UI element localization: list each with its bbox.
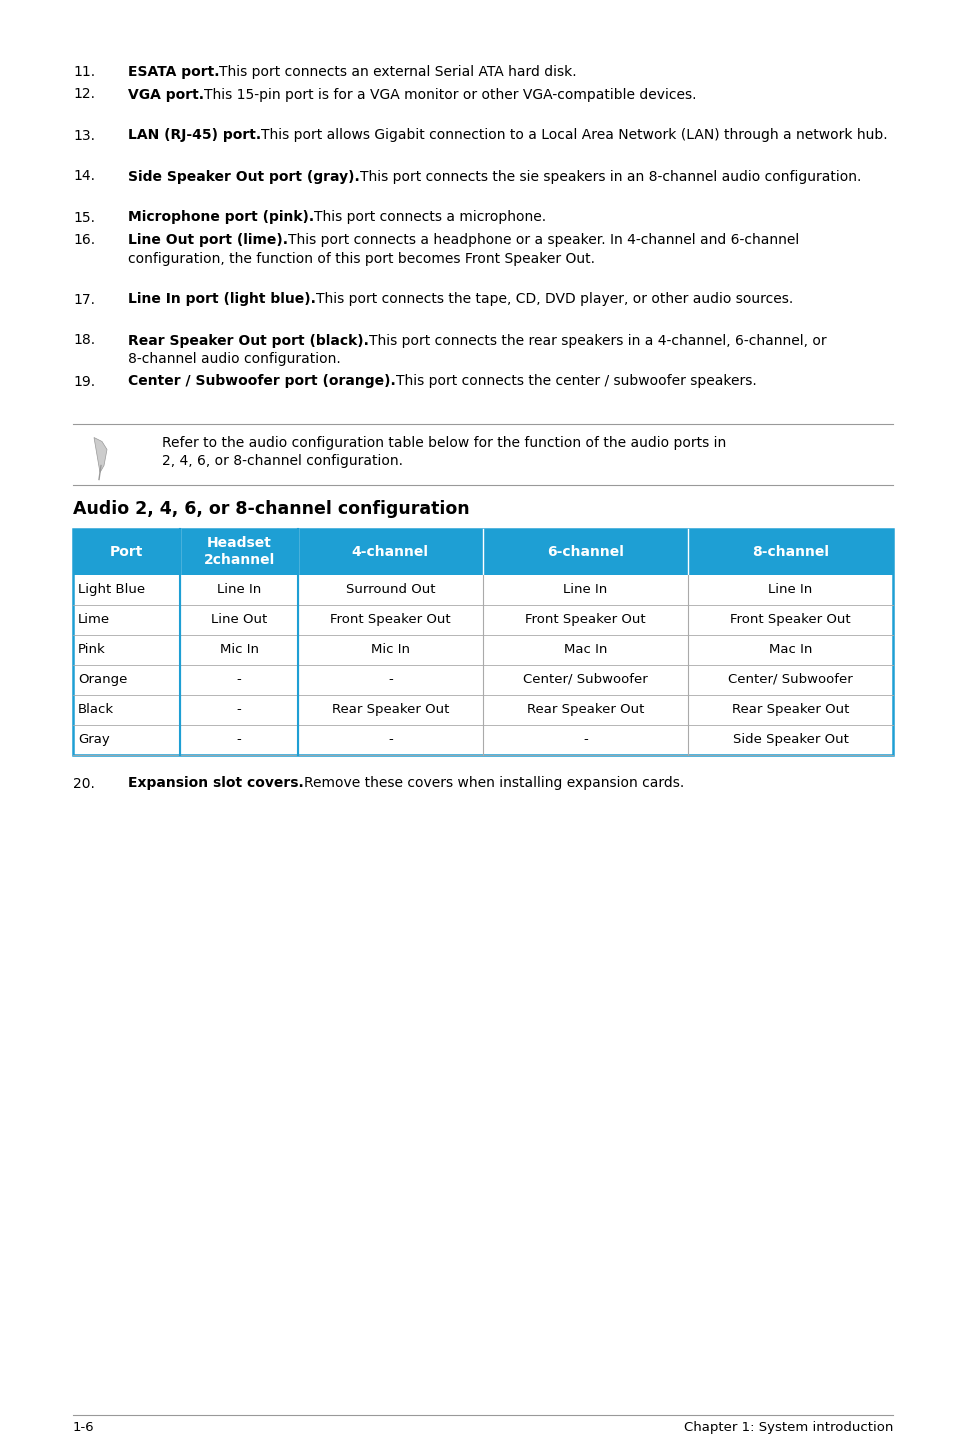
Text: 13.: 13. <box>73 128 95 142</box>
Text: -: - <box>236 703 241 716</box>
Text: This port connects an external Serial ATA hard disk.: This port connects an external Serial AT… <box>219 65 577 79</box>
Text: -: - <box>582 733 587 746</box>
Text: Headset
2channel: Headset 2channel <box>203 536 274 567</box>
Text: LAN (RJ-45) port.: LAN (RJ-45) port. <box>128 128 261 142</box>
Text: 8-channel: 8-channel <box>751 545 828 558</box>
Text: 20.: 20. <box>73 777 94 791</box>
Text: VGA port.: VGA port. <box>128 88 204 102</box>
Text: Front Speaker Out: Front Speaker Out <box>729 613 850 626</box>
Text: 1-6: 1-6 <box>73 1421 94 1434</box>
Text: 8-channel audio configuration.: 8-channel audio configuration. <box>128 352 340 367</box>
Bar <box>73 575 892 604</box>
Text: This port connects the sie speakers in an 8-channel audio configuration.: This port connects the sie speakers in a… <box>359 170 861 184</box>
Text: -: - <box>236 673 241 686</box>
Text: This port allows Gigabit connection to a Local Area Network (LAN) through a netw: This port allows Gigabit connection to a… <box>261 128 887 142</box>
Text: Rear Speaker Out: Rear Speaker Out <box>731 703 848 716</box>
Text: Lime: Lime <box>78 613 110 626</box>
Text: Center/ Subwoofer: Center/ Subwoofer <box>727 673 852 686</box>
Text: Port: Port <box>110 545 143 558</box>
Text: 15.: 15. <box>73 210 95 224</box>
Text: This port connects the tape, CD, DVD player, or other audio sources.: This port connects the tape, CD, DVD pla… <box>315 292 792 306</box>
Text: This port connects the rear speakers in a 4-channel, 6-channel, or: This port connects the rear speakers in … <box>369 334 825 348</box>
Text: 16.: 16. <box>73 233 95 247</box>
Text: 4-channel: 4-channel <box>352 545 429 558</box>
Bar <box>73 529 892 755</box>
Text: 12.: 12. <box>73 88 95 102</box>
Text: Line Out: Line Out <box>211 613 267 626</box>
Text: Mic In: Mic In <box>371 643 410 656</box>
Polygon shape <box>94 437 107 473</box>
Text: 6-channel: 6-channel <box>546 545 623 558</box>
Text: 17.: 17. <box>73 292 95 306</box>
Text: 19.: 19. <box>73 374 95 388</box>
Text: Center/ Subwoofer: Center/ Subwoofer <box>522 673 647 686</box>
Text: Surround Out: Surround Out <box>345 582 435 595</box>
Text: Side Speaker Out port (gray).: Side Speaker Out port (gray). <box>128 170 359 184</box>
Bar <box>73 725 892 755</box>
Text: Rear Speaker Out port (black).: Rear Speaker Out port (black). <box>128 334 369 348</box>
Text: Gray: Gray <box>78 733 110 746</box>
Text: Remove these covers when installing expansion cards.: Remove these covers when installing expa… <box>303 777 683 791</box>
Text: Refer to the audio configuration table below for the function of the audio ports: Refer to the audio configuration table b… <box>162 436 725 450</box>
Text: configuration, the function of this port becomes Front Speaker Out.: configuration, the function of this port… <box>128 252 595 266</box>
Text: 2, 4, 6, or 8-channel configuration.: 2, 4, 6, or 8-channel configuration. <box>162 454 402 467</box>
Text: Front Speaker Out: Front Speaker Out <box>330 613 450 626</box>
Text: 18.: 18. <box>73 334 95 348</box>
Text: Center / Subwoofer port (orange).: Center / Subwoofer port (orange). <box>128 374 395 388</box>
Text: Line Out port (lime).: Line Out port (lime). <box>128 233 288 247</box>
Text: Front Speaker Out: Front Speaker Out <box>525 613 645 626</box>
Text: Black: Black <box>78 703 114 716</box>
Bar <box>73 695 892 725</box>
Text: Line In: Line In <box>767 582 812 595</box>
Text: -: - <box>236 733 241 746</box>
Text: Side Speaker Out: Side Speaker Out <box>732 733 847 746</box>
Text: 14.: 14. <box>73 170 95 184</box>
Text: Rear Speaker Out: Rear Speaker Out <box>332 703 449 716</box>
Text: This 15-pin port is for a VGA monitor or other VGA-compatible devices.: This 15-pin port is for a VGA monitor or… <box>204 88 696 102</box>
Text: This port connects the center / subwoofer speakers.: This port connects the center / subwoofe… <box>395 374 756 388</box>
Text: This port connects a microphone.: This port connects a microphone. <box>314 210 546 224</box>
Bar <box>73 664 892 695</box>
Text: Line In: Line In <box>216 582 261 595</box>
Text: ESATA port.: ESATA port. <box>128 65 219 79</box>
Text: Mac In: Mac In <box>768 643 811 656</box>
Text: Orange: Orange <box>78 673 128 686</box>
Text: 11.: 11. <box>73 65 95 79</box>
Text: Mac In: Mac In <box>563 643 606 656</box>
Bar <box>73 604 892 634</box>
Text: Microphone port (pink).: Microphone port (pink). <box>128 210 314 224</box>
Text: -: - <box>388 733 393 746</box>
Text: -: - <box>388 673 393 686</box>
Text: Rear Speaker Out: Rear Speaker Out <box>526 703 643 716</box>
Text: Mic In: Mic In <box>219 643 258 656</box>
Text: Line In port (light blue).: Line In port (light blue). <box>128 292 315 306</box>
Text: Light Blue: Light Blue <box>78 582 145 595</box>
Text: Audio 2, 4, 6, or 8-channel configuration: Audio 2, 4, 6, or 8-channel configuratio… <box>73 500 469 519</box>
Text: Pink: Pink <box>78 643 106 656</box>
Bar <box>73 634 892 664</box>
Text: Expansion slot covers.: Expansion slot covers. <box>128 777 303 791</box>
Text: Chapter 1: System introduction: Chapter 1: System introduction <box>683 1421 892 1434</box>
Text: This port connects a headphone or a speaker. In 4-channel and 6-channel: This port connects a headphone or a spea… <box>288 233 799 247</box>
Bar <box>73 529 892 575</box>
Text: Line In: Line In <box>563 582 607 595</box>
